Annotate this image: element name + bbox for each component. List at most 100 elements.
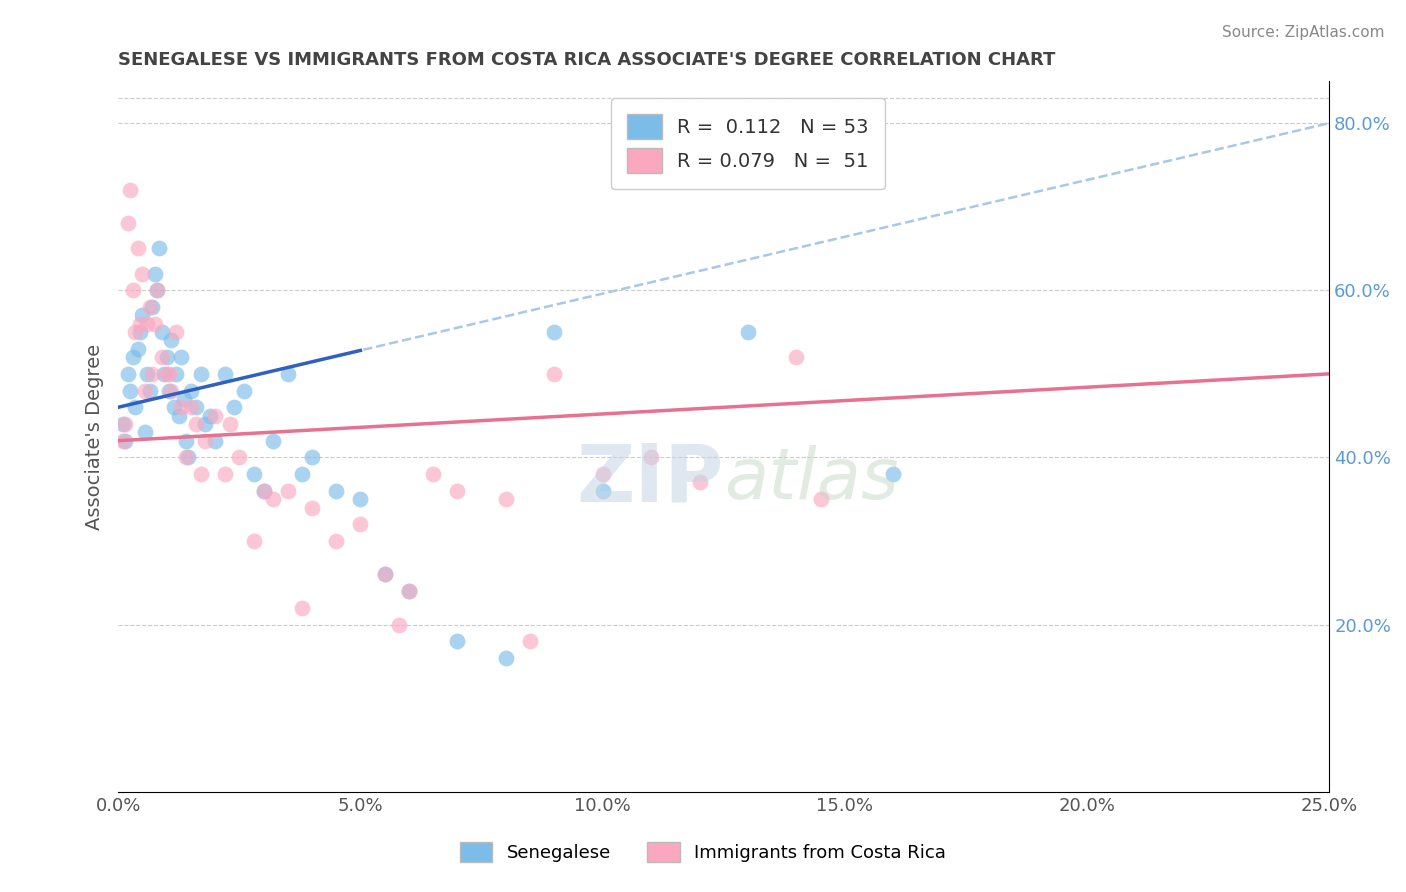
- Point: [277, 483, 299, 498]
- Point: [882, 467, 904, 482]
- Point: [190, 467, 212, 482]
- Point: [398, 584, 420, 599]
- Point: [204, 434, 226, 448]
- Point: [190, 367, 212, 381]
- Point: [689, 475, 711, 490]
- Point: [120, 183, 142, 197]
- Point: [180, 401, 202, 415]
- Point: [114, 434, 136, 448]
- Point: [495, 651, 517, 665]
- Point: [291, 467, 314, 482]
- Point: [150, 350, 173, 364]
- Point: [141, 300, 163, 314]
- Point: [218, 417, 240, 431]
- Point: [214, 467, 236, 482]
- Point: [120, 384, 142, 398]
- Point: [180, 384, 202, 398]
- Point: [146, 283, 169, 297]
- Point: [737, 325, 759, 339]
- Point: [143, 317, 166, 331]
- Point: [388, 617, 411, 632]
- Point: [127, 342, 149, 356]
- Point: [114, 417, 136, 431]
- Point: [121, 350, 143, 364]
- Point: [262, 434, 284, 448]
- Point: [157, 367, 180, 381]
- Point: [174, 450, 197, 465]
- Point: [592, 483, 614, 498]
- Y-axis label: Associate's Degree: Associate's Degree: [86, 343, 104, 530]
- Text: atlas: atlas: [724, 444, 898, 514]
- Point: [495, 492, 517, 507]
- Point: [170, 350, 193, 364]
- Point: [165, 367, 187, 381]
- Point: [374, 567, 396, 582]
- Point: [252, 483, 274, 498]
- Point: [156, 350, 179, 364]
- Point: [136, 367, 159, 381]
- Point: [138, 300, 160, 314]
- Point: [134, 425, 156, 440]
- Point: [127, 242, 149, 256]
- Point: [810, 492, 832, 507]
- Text: ZIP: ZIP: [576, 440, 724, 518]
- Point: [543, 367, 565, 381]
- Point: [422, 467, 444, 482]
- Point: [131, 309, 153, 323]
- Point: [124, 325, 146, 339]
- Point: [156, 367, 179, 381]
- Point: [134, 384, 156, 398]
- Point: [131, 267, 153, 281]
- Legend: R =  0.112   N = 53, R = 0.079   N =  51: R = 0.112 N = 53, R = 0.079 N = 51: [612, 98, 884, 189]
- Legend: Senegalese, Immigrants from Costa Rica: Senegalese, Immigrants from Costa Rica: [453, 834, 953, 870]
- Point: [243, 467, 266, 482]
- Point: [141, 367, 163, 381]
- Point: [146, 283, 169, 297]
- Point: [148, 242, 170, 256]
- Point: [446, 634, 468, 648]
- Point: [160, 334, 183, 348]
- Point: [301, 500, 323, 515]
- Point: [325, 533, 347, 548]
- Point: [117, 216, 139, 230]
- Point: [214, 367, 236, 381]
- Point: [194, 434, 217, 448]
- Point: [124, 401, 146, 415]
- Point: [167, 409, 190, 423]
- Point: [163, 401, 186, 415]
- Point: [117, 367, 139, 381]
- Point: [165, 325, 187, 339]
- Point: [233, 384, 256, 398]
- Point: [374, 567, 396, 582]
- Point: [301, 450, 323, 465]
- Point: [349, 517, 371, 532]
- Point: [228, 450, 250, 465]
- Point: [129, 325, 152, 339]
- Point: [184, 417, 207, 431]
- Point: [243, 533, 266, 548]
- Point: [136, 317, 159, 331]
- Point: [291, 600, 314, 615]
- Point: [200, 409, 222, 423]
- Point: [252, 483, 274, 498]
- Point: [224, 401, 246, 415]
- Point: [177, 450, 200, 465]
- Point: [194, 417, 217, 431]
- Point: [277, 367, 299, 381]
- Point: [173, 392, 195, 406]
- Point: [398, 584, 420, 599]
- Point: [174, 434, 197, 448]
- Point: [121, 283, 143, 297]
- Point: [138, 384, 160, 398]
- Point: [150, 325, 173, 339]
- Point: [262, 492, 284, 507]
- Text: SENEGALESE VS IMMIGRANTS FROM COSTA RICA ASSOCIATE'S DEGREE CORRELATION CHART: SENEGALESE VS IMMIGRANTS FROM COSTA RICA…: [118, 51, 1056, 69]
- Point: [446, 483, 468, 498]
- Point: [519, 634, 541, 648]
- Point: [170, 401, 193, 415]
- Point: [112, 434, 135, 448]
- Point: [184, 401, 207, 415]
- Point: [349, 492, 371, 507]
- Point: [153, 367, 176, 381]
- Point: [543, 325, 565, 339]
